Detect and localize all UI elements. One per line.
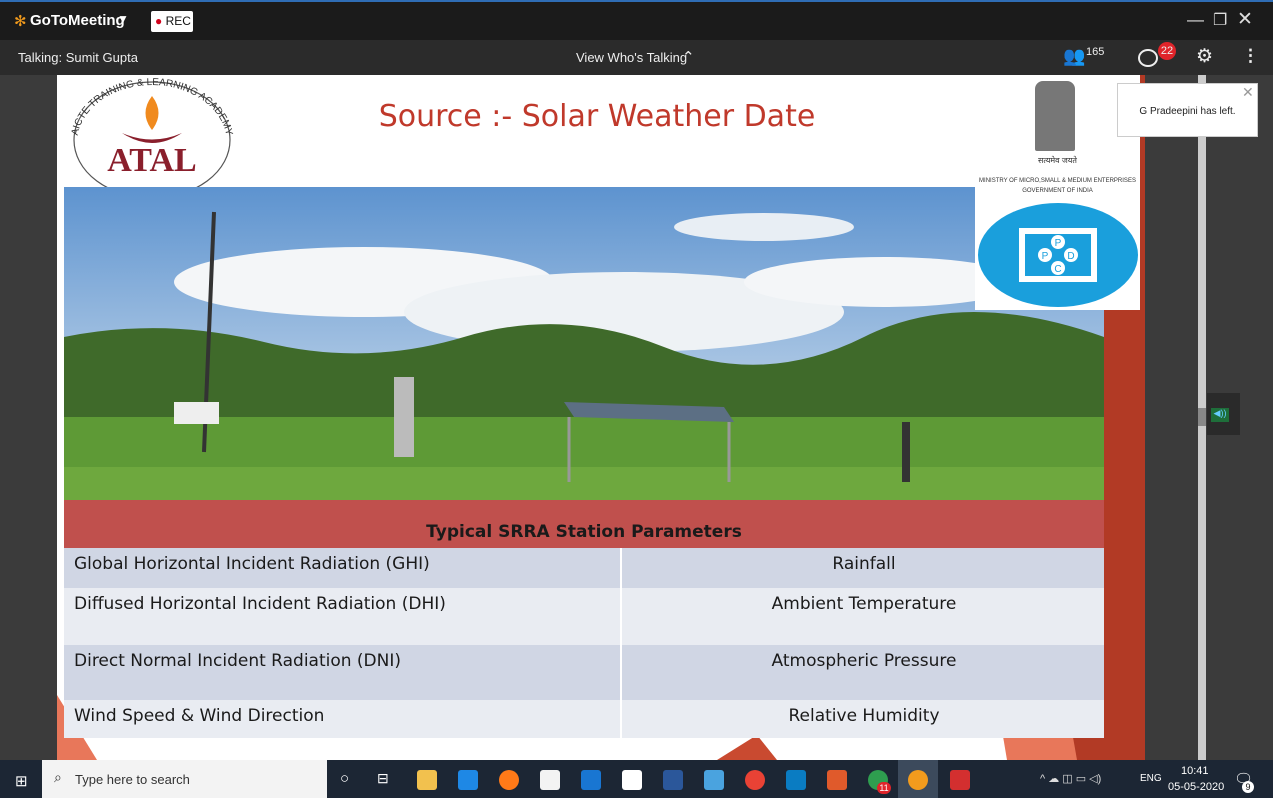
app-icon[interactable] — [704, 770, 724, 790]
participants-icon[interactable]: 👥 — [1063, 46, 1085, 67]
app-menu-arrow[interactable]: ▼ — [117, 12, 129, 26]
rec-dot: ● — [155, 14, 162, 28]
ppdc-letter: P — [1055, 238, 1062, 249]
title-bar: ✻ GoToMeeting ▼ ● REC — ❐ ✕ — [0, 0, 1273, 40]
table-row: Diffused Horizontal Incident Radiation (… — [64, 588, 1104, 645]
table-cell: Atmospheric Pressure — [624, 645, 1104, 700]
weather-station-photo — [64, 187, 1104, 500]
notification-toast: ✕ G Pradeepini has left. — [1117, 83, 1258, 137]
search-icon: ⌕ — [54, 769, 62, 786]
table-cell: Diffused Horizontal Incident Radiation (… — [64, 588, 622, 645]
table-cell: Rainfall — [624, 548, 1104, 588]
rec-button[interactable]: ● REC — [151, 11, 193, 32]
table-cell: Relative Humidity — [624, 700, 1104, 738]
atal-logo: AICTE TRAINING & LEARNING ACADEMY ATAL — [67, 78, 237, 188]
store-icon[interactable] — [540, 770, 560, 790]
app-icon[interactable] — [786, 770, 806, 790]
accent-wedge — [717, 735, 777, 760]
file-explorer-icon[interactable] — [417, 770, 437, 790]
clock-date[interactable]: 05-05-2020 — [1168, 781, 1224, 793]
ppdc-letter: D — [1067, 251, 1074, 262]
notification-count: 9 — [1242, 781, 1254, 793]
ppdc-letter: P — [1042, 251, 1049, 262]
slide-title: Source :- Solar Weather Date — [357, 99, 837, 134]
start-button[interactable]: ⊞ — [15, 772, 28, 790]
mail-icon[interactable] — [581, 770, 601, 790]
task-view-button[interactable]: ⊟ — [377, 770, 389, 787]
chrome-icon[interactable] — [745, 770, 765, 790]
meeting-toolbar: Talking: Sumit Gupta View Who's Talking … — [0, 40, 1273, 75]
scrollbar-thumb[interactable] — [1198, 408, 1206, 426]
speaker-icon: ◀)) — [1211, 408, 1229, 422]
msme-logo-panel: सत्यमेव जयते MINISTRY OF MICRO,SMALL & M… — [975, 75, 1140, 310]
ministry-name: MINISTRY OF MICRO,SMALL & MEDIUM ENTERPR… — [975, 178, 1140, 184]
logo-flame — [146, 96, 159, 130]
cortana-button[interactable]: ○ — [340, 770, 349, 787]
view-talking-arrows[interactable]: ⌃ — [682, 48, 695, 66]
audio-indicator[interactable]: ◀)) — [1207, 393, 1240, 435]
screen: ✻ GoToMeeting ▼ ● REC — ❐ ✕ Talking: Sum… — [0, 0, 1273, 798]
close-button[interactable]: ✕ — [1237, 8, 1253, 31]
presentation-slide: AICTE TRAINING & LEARNING ACADEMY ATAL S… — [57, 75, 1145, 760]
rec-label: REC — [166, 14, 191, 28]
table-row: Global Horizontal Incident Radiation (GH… — [64, 548, 1104, 588]
ppdc-letter: C — [1054, 264, 1061, 275]
chat-badge: 22 — [1158, 42, 1176, 60]
ppdc-logo: P P D C — [977, 202, 1139, 308]
more-menu[interactable]: ⋮ — [1242, 46, 1259, 66]
edge-icon[interactable] — [458, 770, 478, 790]
amazon-icon[interactable] — [622, 770, 642, 790]
national-emblem — [1035, 81, 1075, 151]
chat-icon[interactable] — [1138, 49, 1158, 67]
minimize-button[interactable]: — — [1187, 10, 1204, 30]
restore-button[interactable]: ❐ — [1213, 10, 1227, 30]
table-cell: Direct Normal Incident Radiation (DNI) — [64, 645, 622, 700]
tray-icons[interactable]: ^ ☁ ◫ ▭ ◁) — [1040, 772, 1101, 785]
table-row: Direct Normal Incident Radiation (DNI)At… — [64, 645, 1104, 700]
table-cell: Wind Speed & Wind Direction — [64, 700, 622, 738]
word-icon[interactable] — [663, 770, 683, 790]
gotomeeting-icon[interactable] — [908, 770, 928, 790]
language-indicator[interactable]: ENG — [1140, 773, 1162, 784]
toast-message: G Pradeepini has left. — [1118, 106, 1257, 117]
table-header: Typical SRRA Station Parameters — [64, 500, 1104, 548]
table-cell: Ambient Temperature — [624, 588, 1104, 645]
windows-taskbar: ⊞ ⌕ Type here to search ○ ⊟ 11 ^ ☁ ◫ ▭ ◁… — [0, 760, 1273, 798]
firefox-icon[interactable] — [499, 770, 519, 790]
logo-name: ATAL — [107, 142, 196, 179]
search-placeholder: Type here to search — [75, 772, 190, 787]
toast-close[interactable]: ✕ — [1242, 84, 1254, 101]
search-box[interactable]: ⌕ Type here to search — [42, 760, 327, 798]
participants-count: 165 — [1086, 46, 1104, 58]
table-cell: Global Horizontal Incident Radiation (GH… — [64, 548, 622, 588]
government-name: GOVERNMENT OF INDIA — [975, 188, 1140, 194]
table-header-text: Typical SRRA Station Parameters — [64, 522, 1104, 542]
app-logo-icon: ✻ — [14, 12, 27, 30]
talking-label: Talking: Sumit Gupta — [18, 50, 138, 65]
app-name[interactable]: GoToMeeting — [30, 12, 125, 29]
settings-icon[interactable]: ⚙ — [1196, 45, 1213, 68]
clock-time[interactable]: 10:41 — [1181, 765, 1209, 777]
whatsapp-badge: 11 — [877, 782, 891, 794]
emblem-motto: सत्यमेव जयते — [975, 155, 1140, 166]
pdf-icon[interactable] — [950, 770, 970, 790]
view-talking[interactable]: View Who's Talking — [576, 50, 687, 65]
matlab-icon[interactable] — [827, 770, 847, 790]
